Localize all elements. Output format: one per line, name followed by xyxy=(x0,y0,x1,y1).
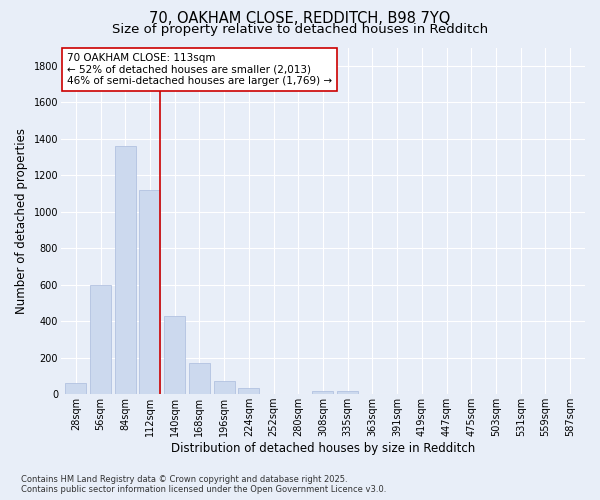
Bar xyxy=(65,383,86,394)
X-axis label: Distribution of detached houses by size in Redditch: Distribution of detached houses by size … xyxy=(171,442,475,455)
Bar xyxy=(189,363,210,394)
Bar xyxy=(115,146,136,394)
Bar xyxy=(90,284,111,394)
Bar xyxy=(139,190,160,394)
Bar xyxy=(238,388,259,394)
Bar xyxy=(214,382,235,394)
Text: Size of property relative to detached houses in Redditch: Size of property relative to detached ho… xyxy=(112,22,488,36)
Text: Contains HM Land Registry data © Crown copyright and database right 2025.
Contai: Contains HM Land Registry data © Crown c… xyxy=(21,474,386,494)
Bar xyxy=(164,316,185,394)
Text: 70 OAKHAM CLOSE: 113sqm
← 52% of detached houses are smaller (2,013)
46% of semi: 70 OAKHAM CLOSE: 113sqm ← 52% of detache… xyxy=(67,53,332,86)
Bar xyxy=(313,390,334,394)
Y-axis label: Number of detached properties: Number of detached properties xyxy=(15,128,28,314)
Text: 70, OAKHAM CLOSE, REDDITCH, B98 7YQ: 70, OAKHAM CLOSE, REDDITCH, B98 7YQ xyxy=(149,11,451,26)
Bar xyxy=(337,390,358,394)
